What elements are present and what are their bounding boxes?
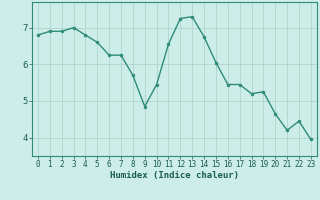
X-axis label: Humidex (Indice chaleur): Humidex (Indice chaleur) [110,171,239,180]
